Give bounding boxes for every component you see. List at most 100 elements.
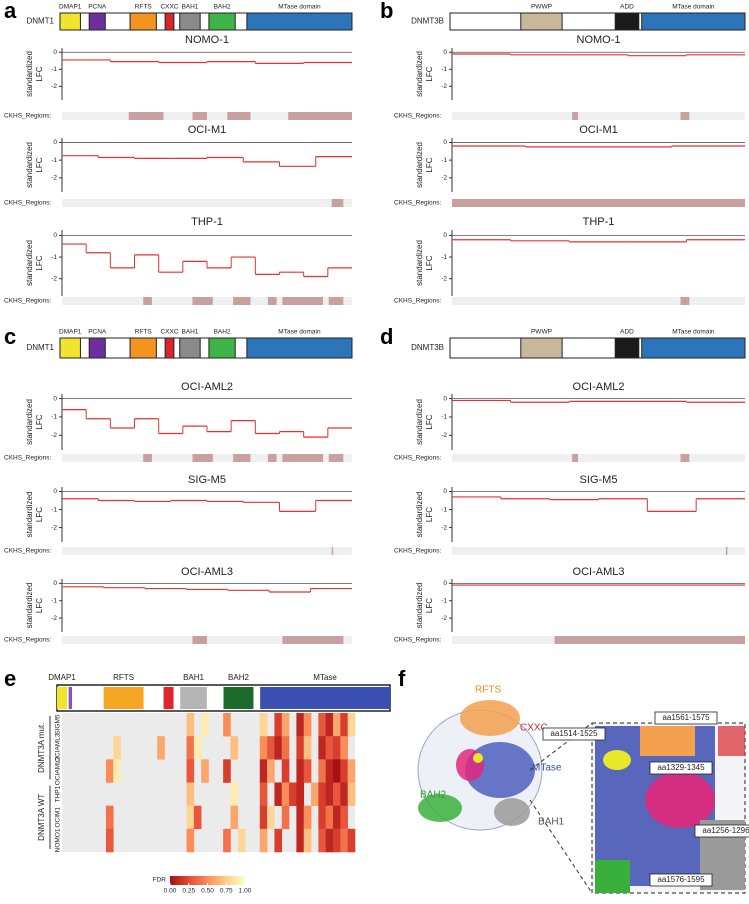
heatmap-cell (186, 828, 195, 853)
y-tick-label: -2 (51, 524, 57, 531)
domain (88, 12, 106, 31)
track-title: THP-1 (583, 216, 615, 228)
group-label: DNMT3A WT (37, 794, 46, 841)
heatmap-cell (347, 828, 356, 853)
domain (68, 687, 72, 709)
heatmap-cell (325, 736, 334, 760)
heatmap-cell (296, 736, 305, 760)
track-title: SIG-M5 (188, 474, 226, 486)
heatmap-cell (230, 782, 239, 806)
legend-tick-label: 0.00 (164, 888, 177, 895)
y-axis-label: standardized (25, 51, 34, 97)
y-axis-label: standardized (415, 492, 424, 538)
domain (641, 337, 746, 359)
heatmap-cell (274, 782, 283, 806)
heatmap-cell (296, 782, 305, 806)
panel-label: d (380, 324, 393, 349)
domain-label: PCNA (88, 4, 107, 11)
heatmap-cell (186, 759, 195, 783)
domain-label: BAH1 (181, 329, 198, 336)
ckhs-region (282, 636, 344, 644)
domain (163, 687, 174, 709)
heatmap-cell (347, 782, 356, 806)
ckhs-label: CKHS_Regions: (4, 298, 52, 305)
heatmap-cell (296, 759, 305, 783)
y-axis-label: LFC (425, 66, 434, 81)
y-tick-label: -2 (51, 83, 57, 90)
y-tick-label: 0 (53, 580, 57, 587)
gene-name: DNMT3B (411, 17, 444, 26)
heatmap-cell (186, 736, 195, 760)
heatmap-cell (318, 782, 326, 806)
ckhs-region (192, 454, 213, 462)
y-tick-label: 0 (443, 232, 447, 239)
heatmap-cell (223, 759, 231, 783)
domain (641, 12, 746, 31)
ckhs-label: CKHS_Regions: (4, 200, 52, 207)
y-tick-label: -2 (441, 615, 447, 622)
y-axis-label: standardized (25, 399, 34, 445)
ckhs-strip (62, 547, 352, 555)
y-tick-label: -1 (441, 597, 447, 604)
ckhs-region (572, 454, 578, 462)
heatmap-cell (157, 736, 165, 760)
track-title: OCI-AML2 (573, 381, 625, 393)
heatmap-cell (289, 782, 297, 806)
domain-label: MTase domain (278, 4, 321, 11)
ckhs-region (128, 112, 164, 120)
ckhs-strip (452, 297, 745, 305)
domain-label: BAH1 (538, 817, 565, 828)
y-tick-label: -2 (441, 524, 447, 531)
ckhs-region (680, 297, 690, 305)
domain (520, 337, 563, 359)
heatmap-cell (340, 713, 348, 737)
row-label: OCIAML3 (55, 733, 62, 762)
y-axis-label: LFC (425, 598, 434, 613)
ckhs-region (680, 112, 690, 120)
y-axis-label: standardized (415, 142, 424, 188)
ckhs-label: CKHS_Regions: (4, 548, 52, 555)
track-title: THP-1 (191, 216, 223, 228)
callout-label: aa1561-1575 (662, 713, 710, 722)
y-tick-label: -2 (441, 175, 447, 182)
ckhs-region (331, 199, 344, 207)
heatmap-cell (105, 828, 114, 853)
domain (520, 12, 563, 31)
heatmap-cell (259, 759, 268, 783)
heatmap-cell (259, 736, 268, 760)
y-axis-label: LFC (425, 157, 434, 172)
heatmap-cell (340, 782, 348, 806)
heatmap-cell (311, 782, 319, 806)
heatmap-cell (113, 736, 121, 760)
y-axis-label: LFC (35, 255, 44, 270)
heatmap-cell (325, 828, 334, 853)
heatmap-cell (303, 736, 312, 760)
y-tick-label: -1 (51, 157, 57, 164)
y-tick-label: -1 (51, 597, 57, 604)
heatmap-cell (281, 713, 290, 737)
domain-label: MTase domain (672, 4, 715, 11)
heatmap-cell (347, 713, 356, 737)
y-axis-label: LFC (35, 414, 44, 429)
domain (208, 12, 236, 31)
heatmap-cell (318, 759, 326, 783)
legend-tick-label: 0.25 (182, 888, 195, 895)
legend-bar (170, 876, 245, 885)
domain-label: BAH2 (214, 4, 231, 11)
y-tick-label: 0 (443, 139, 447, 146)
ckhs-region (282, 454, 323, 462)
domain-label: MTase (313, 673, 337, 682)
heatmap-cell (259, 782, 268, 806)
y-tick-label: 0 (443, 580, 447, 587)
domain (164, 12, 175, 31)
ckhs-label: CKHS_Regions: (394, 200, 442, 207)
ckhs-strip (62, 199, 352, 207)
domain (246, 12, 353, 31)
ckhs-region (282, 297, 323, 305)
domain-label: DMAP1 (59, 329, 82, 336)
ckhs-region (554, 636, 745, 644)
heatmap-cell (325, 782, 334, 806)
heatmap-cell (186, 782, 195, 806)
domain-label: BAH1 (181, 4, 198, 11)
heatmap-cell (325, 759, 334, 783)
